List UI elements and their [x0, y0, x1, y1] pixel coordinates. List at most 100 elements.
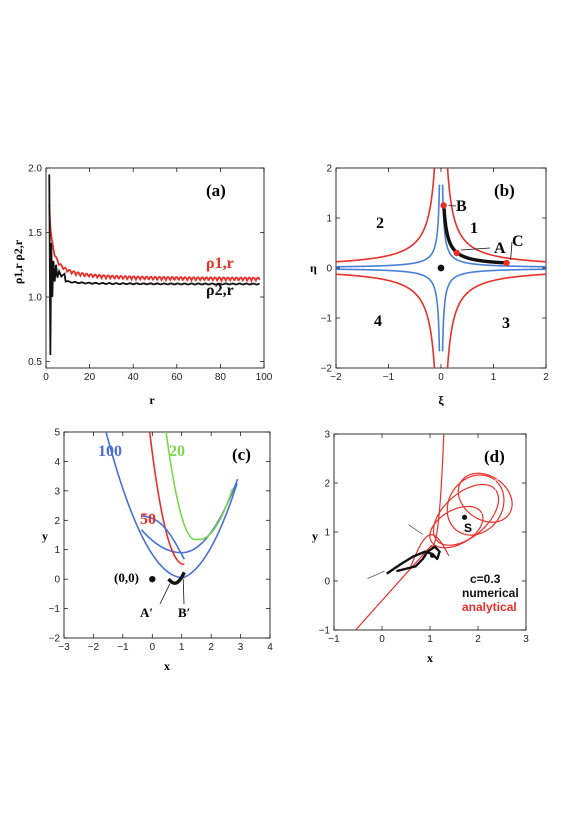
- point-b: [440, 202, 447, 209]
- annotation-origin: (0,0): [114, 570, 139, 585]
- hyperbola-c0-q2: [446, 273, 546, 368]
- panel-c-xtick-label: −1: [117, 642, 129, 653]
- panel-c-xlabel: x: [164, 659, 170, 673]
- point-label-b: B: [456, 198, 467, 215]
- panel-a-xtick-label: 0: [43, 372, 49, 383]
- panel-d-ytick-label: 0: [324, 577, 330, 588]
- hyperbola-c1-q3: [336, 268, 441, 352]
- pointer-arrow: [367, 570, 385, 579]
- panel-b: −2 −1 0 1 2 −2 −1 0 1 2 (b) ξ η 1 2 3 4 A B C: [310, 164, 549, 408]
- panel-a-ytick-label: 1.5: [28, 228, 42, 239]
- hyperbola-c1-q2: [441, 268, 546, 352]
- point-s: [461, 514, 468, 520]
- panel-a-ytick-label: 1.0: [28, 293, 42, 304]
- panel-d: −1 0 1 2 3 −1 0 1 2 3 (d) x y S c=0.3 numerical a…: [312, 430, 529, 666]
- point-label-c: C: [512, 233, 524, 250]
- panel-c-curves: [105, 432, 239, 585]
- panel-d-curves: [355, 434, 513, 630]
- panel-c-ytick-label: 1: [54, 545, 60, 556]
- panel-d-ytick-label: 2: [324, 479, 330, 490]
- point-label-a: A: [494, 240, 506, 257]
- panel-d-xtick-label: 2: [475, 634, 481, 645]
- panel-a-xtick-label: 60: [171, 372, 183, 383]
- panel-c-ylabel: y: [42, 529, 48, 543]
- panel-c-frame: [63, 431, 271, 639]
- pointer-arrow-a: [159, 583, 171, 605]
- series-label-100: 100: [98, 443, 122, 460]
- region-label-4: 4: [374, 313, 382, 330]
- annotation-b-prime: B′: [178, 605, 190, 620]
- numerical-curve: [386, 545, 441, 575]
- panel-c-xtick-label: 2: [208, 642, 214, 653]
- panel-d-xtick-label: −1: [328, 634, 340, 645]
- hyperbola-c1-q0: [441, 184, 546, 268]
- panel-a-xlabel: r: [149, 393, 155, 407]
- series-100-right: [182, 482, 238, 579]
- panel-d-ytick-label: 1: [324, 528, 330, 539]
- legend-rho1: ρ1,r: [206, 255, 234, 272]
- origin-dot: [437, 264, 445, 272]
- legend-c-value: c=0.3: [470, 572, 501, 586]
- legend-rho2: ρ2,r: [206, 282, 234, 299]
- series-label-50: 50: [140, 511, 156, 528]
- pointer-arrow: [408, 524, 424, 535]
- panel-b-xtick-label: 0: [438, 372, 444, 383]
- panel-a-label: (a): [206, 181, 226, 200]
- panel-b-xtick-label: 1: [491, 372, 497, 383]
- panel-c-xtick-label: 0: [150, 642, 156, 653]
- panel-c-ytick-label: 3: [54, 486, 60, 497]
- pointer-arrow: [448, 205, 457, 207]
- series-rho2-line: [48, 174, 260, 356]
- panel-b-label: (b): [494, 181, 515, 200]
- panel-b-curves: [336, 168, 546, 368]
- hyperbola-c1-q1: [336, 184, 441, 268]
- panel-c-ytick-label: 2: [54, 516, 60, 527]
- panel-a-xtick-label: 100: [256, 372, 273, 383]
- panel-d-xlabel: x: [427, 651, 433, 665]
- point-c: [503, 259, 510, 267]
- panel-d-ylabel: y: [312, 529, 318, 543]
- panel-c-xtick-label: −2: [88, 642, 100, 653]
- panel-b-ytick-label: −2: [321, 364, 333, 375]
- panel-a-xtick-label: 40: [128, 372, 140, 383]
- pointer-arrow-b: [182, 579, 185, 605]
- legend-analytical: analytical: [462, 600, 517, 614]
- analytical-curve: [410, 534, 450, 567]
- panel-d-xtick-label: 3: [523, 634, 529, 645]
- panel-a-xtick-label: 20: [84, 372, 96, 383]
- panel-a-frame: [45, 167, 265, 369]
- series-100-loop: [141, 515, 185, 560]
- panel-d-ytick-label: 3: [324, 430, 330, 441]
- panel-d-xtick-label: 1: [427, 634, 433, 645]
- panel-c-xtick-label: 3: [238, 642, 244, 653]
- analytical-loop: [429, 505, 484, 549]
- panel-a-ylabel: ρ1,r ρ2,r: [11, 239, 25, 284]
- analytical-loop: [432, 483, 500, 546]
- origin-dot: [149, 575, 156, 583]
- panel-b-ytick-label: −1: [321, 314, 333, 325]
- legend-numerical: numerical: [462, 586, 519, 600]
- region-label-2: 2: [376, 215, 384, 232]
- annotation-s: S: [464, 521, 472, 535]
- panel-d-xtick-label: 0: [379, 634, 385, 645]
- panel-c-xtick-label: −3: [58, 642, 70, 653]
- region-label-1: 1: [470, 220, 478, 237]
- panel-a-ytick-label: 2.0: [28, 164, 42, 175]
- series-rho1-line: [48, 204, 261, 283]
- analytical-spike: [430, 434, 445, 548]
- panel-c-xtick-label: 4: [267, 642, 273, 653]
- series-50-line: [148, 432, 185, 566]
- region-label-3: 3: [502, 315, 510, 332]
- hyperbola-c0-q0: [446, 168, 546, 263]
- trajectory-path: [441, 205, 507, 265]
- hyperbola-c0-q1: [336, 168, 436, 263]
- panel-c-ytick-label: 0: [54, 575, 60, 586]
- panel-c-ytick-label: 4: [54, 457, 60, 468]
- series-20-line: [165, 432, 234, 541]
- panel-b-ytick-label: 2: [326, 164, 332, 175]
- panel-c-ytick-label: 5: [54, 428, 60, 439]
- panel-c-xtick-label: 1: [179, 642, 185, 653]
- hyperbola-c0-q3: [336, 273, 436, 368]
